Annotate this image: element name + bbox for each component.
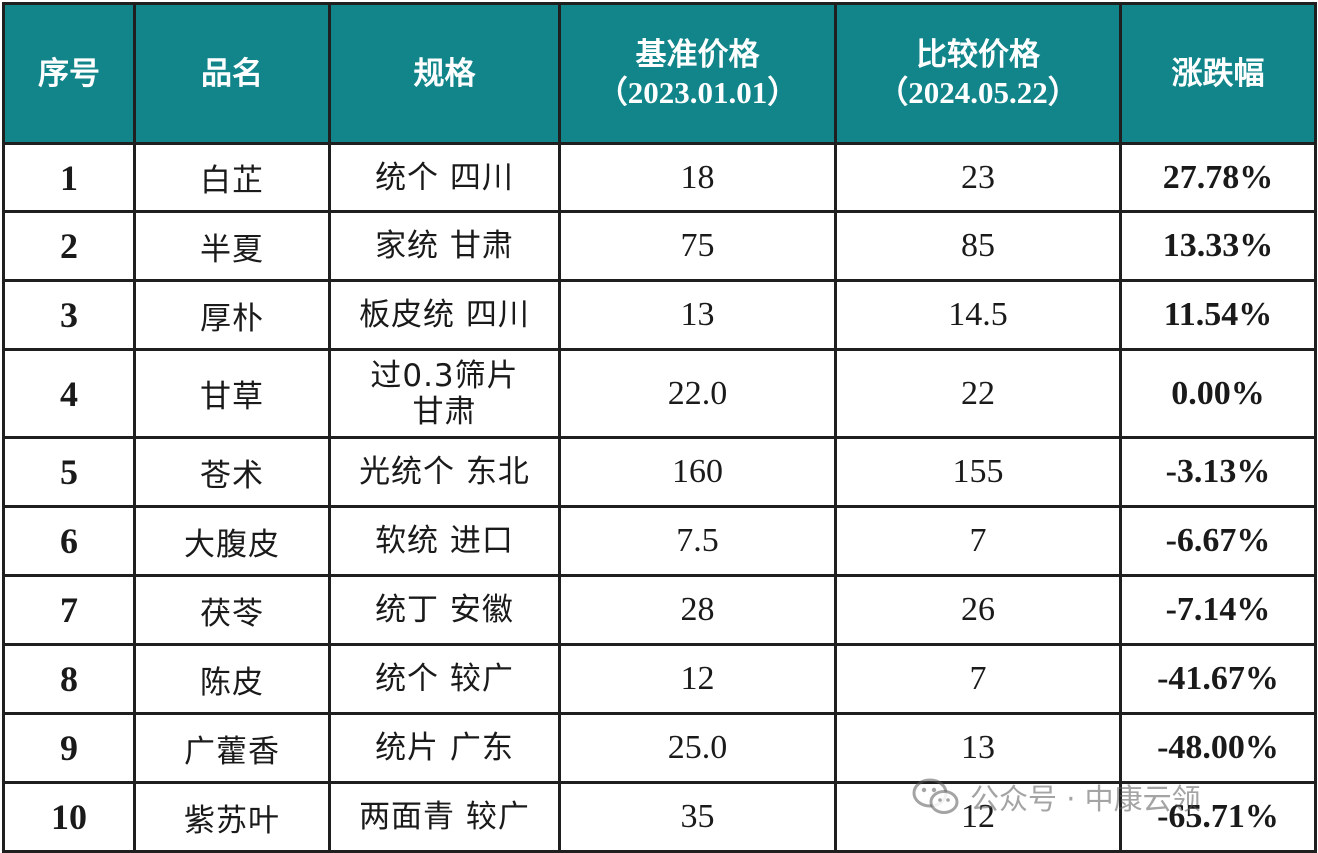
table-body: 1 白芷 统个 四川 18 23 27.78% 2 半夏 家统 甘肃 75 85 13.33% 3 厚朴板…	[2, 142, 1317, 853]
herb-name: 苍术	[133, 436, 331, 508]
compare-price: 23	[834, 142, 1122, 213]
row-index: 2	[2, 210, 136, 282]
base-price: 160	[558, 436, 837, 508]
herb-spec: 板皮统 四川	[328, 279, 561, 351]
header-index: 序号	[2, 2, 136, 145]
price-change: -3.13%	[1119, 436, 1317, 508]
row-index: 10	[2, 781, 136, 853]
price-change: 27.78%	[1119, 142, 1317, 213]
price-change: 13.33%	[1119, 210, 1317, 282]
table-row: 6 大腹皮 软统 进口 7.5 7 -6.67%	[2, 505, 1317, 577]
herb-name: 紫苏叶	[133, 781, 331, 853]
price-change: 11.54%	[1119, 279, 1317, 351]
row-index: 4	[2, 348, 136, 439]
herb-name: 茯苓	[133, 574, 331, 646]
price-change: -65.71%	[1119, 781, 1317, 853]
header-base-price: 基准价格 （2023.01.01）	[558, 2, 837, 145]
herb-spec: 软统 进口	[328, 505, 561, 577]
herb-spec: 统片 广东	[328, 712, 561, 784]
table-row: 9 广藿香 统片 广东 25.0 13 -48.00%	[2, 712, 1317, 784]
herb-name: 甘草	[133, 348, 331, 439]
row-index: 1	[2, 142, 136, 213]
herb-spec: 统个 四川	[328, 142, 561, 213]
compare-price: 26	[834, 574, 1122, 646]
herb-spec: 家统 甘肃	[328, 210, 561, 282]
row-index: 9	[2, 712, 136, 784]
price-change: 0.00%	[1119, 348, 1317, 439]
base-price: 12	[558, 643, 837, 715]
base-price: 7.5	[558, 505, 837, 577]
base-price: 35	[558, 781, 837, 853]
header-spec: 规格	[328, 2, 561, 145]
base-price: 25.0	[558, 712, 837, 784]
table-row: 4 甘草 过0.3筛片 甘肃 22.0 22 0.00%	[2, 348, 1317, 439]
row-index: 6	[2, 505, 136, 577]
base-price: 75	[558, 210, 837, 282]
compare-price: 12	[834, 781, 1122, 853]
header-change: 涨跌幅	[1119, 2, 1317, 145]
herb-name: 白芷	[133, 142, 331, 213]
header-compare-price-label: 比较价格	[916, 36, 1040, 73]
base-price: 13	[558, 279, 837, 351]
herb-spec: 统个 较广	[328, 643, 561, 715]
table-row: 1 白芷 统个 四川 18 23 27.78%	[2, 142, 1317, 213]
table-row: 3 厚朴 板皮统 四川 13 14.5 11.54%	[2, 279, 1317, 351]
header-row: 序号 品名 规格 基准价格 （2023.01.01） 比较价格 （2024.05…	[2, 2, 1317, 145]
herb-name: 厚朴	[133, 279, 331, 351]
table-row: 10 紫苏叶 两面青 较广 35 12 -65.71%	[2, 781, 1317, 853]
herb-spec: 两面青 较广	[328, 781, 561, 853]
header-compare-price: 比较价格 （2024.05.22）	[834, 2, 1122, 145]
compare-price: 13	[834, 712, 1122, 784]
herb-spec: 过0.3筛片 甘肃	[328, 348, 561, 439]
price-change: -48.00%	[1119, 712, 1317, 784]
header-name: 品名	[133, 2, 331, 145]
price-change: -7.14%	[1119, 574, 1317, 646]
compare-price: 7	[834, 505, 1122, 577]
row-index: 8	[2, 643, 136, 715]
header-compare-date: （2024.05.22）	[877, 74, 1079, 110]
herb-name: 大腹皮	[133, 505, 331, 577]
row-index: 3	[2, 279, 136, 351]
header-base-date: （2023.01.01）	[596, 74, 799, 110]
base-price: 28	[558, 574, 837, 646]
header-base-price-label: 基准价格	[635, 36, 760, 73]
compare-price: 14.5	[834, 279, 1122, 351]
herb-name: 广藿香	[133, 712, 331, 784]
herb-spec: 光统个 东北	[328, 436, 561, 508]
herb-spec: 统丁 安徽	[328, 574, 561, 646]
herb-name: 陈皮	[133, 643, 331, 715]
price-change: -41.67%	[1119, 643, 1317, 715]
base-price: 18	[558, 142, 837, 213]
table-row: 5 苍术 光统个 东北 160 155 -3.13%	[2, 436, 1317, 508]
compare-price: 22	[834, 348, 1122, 439]
compare-price: 155	[834, 436, 1122, 508]
herb-spec-line: 甘肃	[412, 393, 477, 430]
compare-price: 7	[834, 643, 1122, 715]
herb-spec-line: 过0.3筛片	[370, 357, 519, 394]
row-index: 5	[2, 436, 136, 508]
table-row: 2 半夏 家统 甘肃 75 85 13.33%	[2, 210, 1317, 282]
table-row: 8 陈皮 统个 较广 12 7 -41.67%	[2, 643, 1317, 715]
compare-price: 85	[834, 210, 1122, 282]
table-row: 7 茯苓 统丁 安徽 28 26 -7.14%	[2, 574, 1317, 646]
price-change: -6.67%	[1119, 505, 1317, 577]
base-price: 22.0	[558, 348, 837, 439]
row-index: 7	[2, 574, 136, 646]
herb-name: 半夏	[133, 210, 331, 282]
